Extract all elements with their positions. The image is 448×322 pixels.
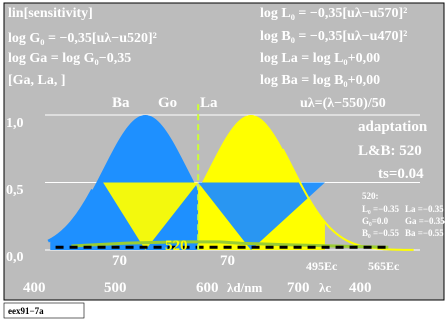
x-unit-lambda-d: λd/nm [227,280,262,295]
panel-line5b: La =−0.35 [405,204,444,214]
label-520: 520 [165,238,188,254]
x-tick-500: 500 [104,280,127,296]
label-565ec: 565Ec [368,259,400,273]
label-la: La [200,95,218,111]
header-right-line1: log L₀ = −0,35[uλ−u570]² [260,6,407,21]
label-go: Go [158,95,177,111]
y-tick-0-0: 0,0 [6,250,24,265]
panel-line6b: Ga =−0.35 [405,216,445,226]
y-tick-1-0: 1,0 [6,116,24,131]
panel-line5a: L₀ =−0.35 [362,204,399,214]
footer-box [3,302,85,319]
x-tick-400-right: 400 [349,280,372,296]
panel-line1: adaptation [358,119,428,135]
label-70-left: 70 [112,253,127,269]
label-495ec: 495Ec [306,259,338,273]
plot-layer [45,104,420,251]
panel-line7a: B₀ =−0.55 [362,228,399,238]
x-tick-400: 400 [23,280,46,296]
adaptation-panel: adaptation L&B: 520 ts=0.04 520: L₀ =−0.… [358,119,445,238]
series-ba-overlay [198,182,325,250]
header-left-line2: log G₀ = −0,35[uλ−u520]² [8,31,157,46]
label-ba: Ba [112,95,130,111]
panel-line7b: Ba =−0.55 [405,228,444,238]
series-la-overlay [103,182,199,250]
x-unit-lambda-c: λc [319,280,331,295]
series-ba-tail [47,188,94,243]
series-ga-line [71,240,389,249]
x-tick-700: 700 [287,280,310,296]
panel-line3: ts=0.04 [378,166,424,182]
header-right-line4: log Ba = log B₀+0,00 [260,73,380,88]
header-right-line2: log B₀ = −0,35[uλ−u470]² [260,29,407,44]
series-la-tail [281,148,414,251]
header-left-line1: lin[sensitivity] [8,6,93,21]
header-left-line3: log Ga = log G₀−0,35 [8,51,131,66]
header-right-line5: uλ=(λ−550)/50 [300,96,386,111]
header-left-line4: [Ga, La, ] [8,73,66,88]
header-left: lin[sensitivity] log G₀ = −0,35[uλ−u520]… [8,6,157,88]
header-right-line3: log La = log L₀+0,00 [260,51,380,66]
panel-line2: L&B: 520 [358,143,422,159]
label-70-right: 70 [220,253,235,269]
panel-line6a: G₀=0.0 [362,216,389,226]
footer-code: eex91−7a [8,306,44,316]
x-tick-600: 600 [196,280,219,296]
header-right: log L₀ = −0,35[uλ−u570]² log B₀ = −0,35[… [260,6,407,111]
panel-line4: 520: [362,191,379,201]
y-tick-0-5: 0,5 [6,183,24,198]
